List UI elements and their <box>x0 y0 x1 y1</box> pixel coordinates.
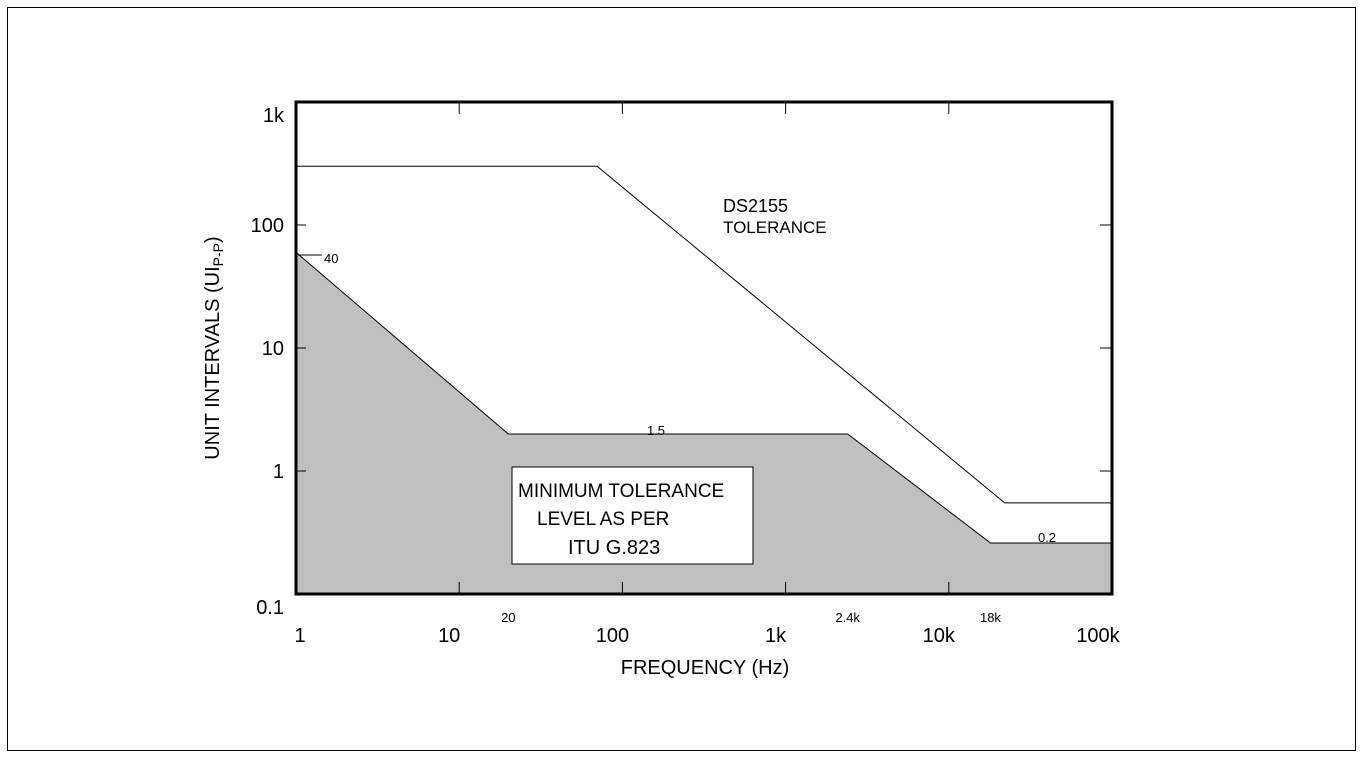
plot-area-border <box>294 100 1114 596</box>
y-tick-label: 1 <box>273 461 284 483</box>
y-tick-labels: 0.1 1 10 100 1k <box>251 105 285 619</box>
axis-ticks <box>296 102 1112 594</box>
minimum-tolerance-box <box>511 466 754 565</box>
box-line-3: ITU G.823 <box>568 537 660 559</box>
tolerance-label: TOLERANCE <box>723 218 827 237</box>
point-label-1-5: 1.5 <box>647 423 665 438</box>
ds2155-label: DS2155 <box>723 196 788 216</box>
x-axis-title: FREQUENCY (Hz) <box>621 657 790 679</box>
x-tick-labels: 1 10 100 1k 10k 100k <box>294 625 1120 647</box>
point-label-0-2: 0.2 <box>1038 530 1056 545</box>
box-line-1: MINIMUM TOLERANCE <box>518 481 724 502</box>
y-tick-label: 0.1 <box>256 597 284 619</box>
figure-frame <box>7 7 1356 751</box>
x-tick-label: 10 <box>438 625 460 647</box>
x-annotation-label: 20 <box>501 610 515 625</box>
x-tick-label: 1 <box>294 625 305 647</box>
x-tick-label: 1k <box>765 625 787 647</box>
x-tick-label: 100 <box>596 625 629 647</box>
y-tick-label: 100 <box>251 215 284 237</box>
x-tick-label: 100k <box>1076 625 1120 647</box>
y-axis-title-main: UNIT INTERVALS (UI <box>202 266 224 459</box>
point-label-40: 40 <box>324 251 338 266</box>
y-tick-label: 1k <box>263 105 285 127</box>
x-tick-label: 10k <box>923 625 956 647</box>
x-annotation-label: 2.4k <box>835 610 860 625</box>
y-axis-title: UNIT INTERVALS (UIP-P) <box>202 236 226 459</box>
ds2155-tolerance-line <box>296 165 1112 504</box>
x-annotation-labels: 20 2.4k 18k <box>501 610 1001 625</box>
minimum-tolerance-area <box>296 252 1112 595</box>
y-axis-title-subscript: P-P <box>210 243 226 266</box>
minimum-tolerance-line <box>295 251 1112 544</box>
box-line-2: LEVEL AS PER <box>537 509 669 530</box>
y-tick-label: 10 <box>262 338 284 360</box>
y-axis-title-close: ) <box>202 236 224 243</box>
x-annotation-label: 18k <box>980 610 1001 625</box>
